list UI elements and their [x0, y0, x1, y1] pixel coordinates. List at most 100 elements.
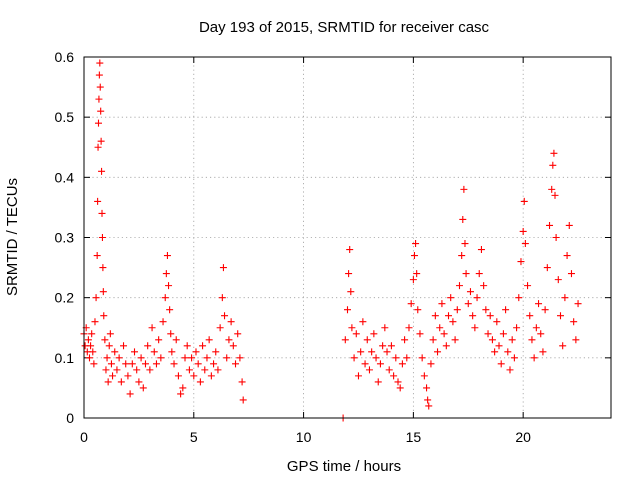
- data-point: [201, 366, 209, 374]
- data-point: [559, 342, 567, 350]
- data-point: [572, 336, 580, 344]
- data-point: [170, 360, 178, 368]
- data-point: [354, 372, 362, 380]
- data-point: [97, 137, 105, 145]
- data-point: [396, 384, 404, 392]
- data-point: [84, 336, 92, 344]
- data-point: [152, 360, 160, 368]
- data-point: [234, 330, 242, 338]
- x-tick-label: 0: [80, 429, 88, 445]
- data-point: [111, 348, 119, 356]
- data-point: [462, 270, 470, 278]
- data-point: [552, 234, 560, 241]
- data-point: [385, 366, 393, 374]
- data-point: [232, 360, 240, 368]
- data-point: [535, 300, 543, 308]
- data-point: [214, 366, 222, 374]
- data-point: [374, 378, 382, 386]
- grid: [84, 57, 611, 418]
- y-tick-label: 0.2: [55, 290, 75, 306]
- data-point: [155, 336, 163, 344]
- data-point: [190, 372, 198, 380]
- data-point: [440, 330, 448, 338]
- data-point: [115, 354, 123, 362]
- data-point: [341, 336, 349, 344]
- data-point: [495, 342, 503, 350]
- data-point: [94, 143, 102, 151]
- data-point: [488, 336, 496, 344]
- x-tick-label: 10: [296, 429, 312, 445]
- data-point: [185, 366, 193, 374]
- data-point: [466, 288, 474, 296]
- data-point: [166, 306, 174, 314]
- data-point: [453, 306, 461, 314]
- data-point: [122, 360, 130, 368]
- data-point: [167, 330, 175, 338]
- data-point: [91, 318, 99, 326]
- data-point: [109, 372, 117, 380]
- data-point: [460, 185, 468, 193]
- x-tick-label: 20: [515, 429, 531, 445]
- data-point: [95, 71, 103, 79]
- data-point: [539, 348, 547, 356]
- data-point: [161, 294, 169, 302]
- plot-frame: [83, 56, 612, 419]
- data-point: [219, 264, 227, 272]
- data-point: [196, 378, 204, 386]
- data-point: [172, 336, 180, 344]
- data-point: [107, 360, 115, 368]
- data-point: [92, 294, 100, 302]
- data-point: [480, 282, 488, 290]
- data-point: [520, 197, 528, 205]
- data-point: [556, 312, 564, 320]
- data-point: [517, 258, 525, 266]
- x-axis-label: GPS time / hours: [287, 458, 401, 475]
- data-point: [98, 234, 106, 241]
- data-point: [379, 342, 387, 350]
- data-point: [447, 294, 455, 302]
- data-point: [459, 215, 467, 223]
- data-point: [177, 390, 185, 398]
- data-point: [528, 336, 536, 344]
- data-point: [477, 246, 485, 254]
- data-point: [537, 330, 545, 338]
- data-point: [104, 378, 112, 386]
- data-point: [223, 354, 231, 362]
- data-point: [346, 246, 354, 254]
- data-point: [410, 252, 418, 260]
- data-point: [345, 270, 353, 278]
- data-point: [150, 348, 158, 356]
- data-point: [179, 384, 187, 392]
- data-point: [117, 378, 125, 386]
- data-point: [387, 342, 395, 350]
- data-point: [87, 342, 95, 350]
- data-point: [482, 306, 490, 314]
- data-point: [350, 354, 358, 362]
- data-point: [464, 300, 472, 308]
- data-point: [207, 372, 215, 380]
- data-point: [461, 240, 469, 248]
- data-point: [563, 252, 571, 260]
- data-point: [519, 227, 527, 235]
- data-point: [554, 276, 562, 284]
- data-point: [133, 366, 141, 374]
- data-point: [541, 306, 549, 314]
- data-point: [530, 354, 538, 362]
- data-point: [425, 402, 433, 410]
- data-point: [414, 306, 422, 314]
- y-tick-label: 0.6: [55, 49, 75, 65]
- data-point: [120, 342, 128, 350]
- data-point: [181, 354, 189, 362]
- data-point: [95, 95, 103, 103]
- data-point: [394, 378, 402, 386]
- data-point: [398, 360, 406, 368]
- data-point: [390, 372, 398, 380]
- data-point: [106, 330, 114, 338]
- data-point: [199, 342, 207, 350]
- data-point: [491, 348, 499, 356]
- data-point: [128, 360, 136, 368]
- y-tick-label: 0.4: [55, 169, 75, 185]
- data-point: [348, 324, 356, 332]
- data-point: [442, 342, 450, 350]
- data-point: [565, 221, 573, 229]
